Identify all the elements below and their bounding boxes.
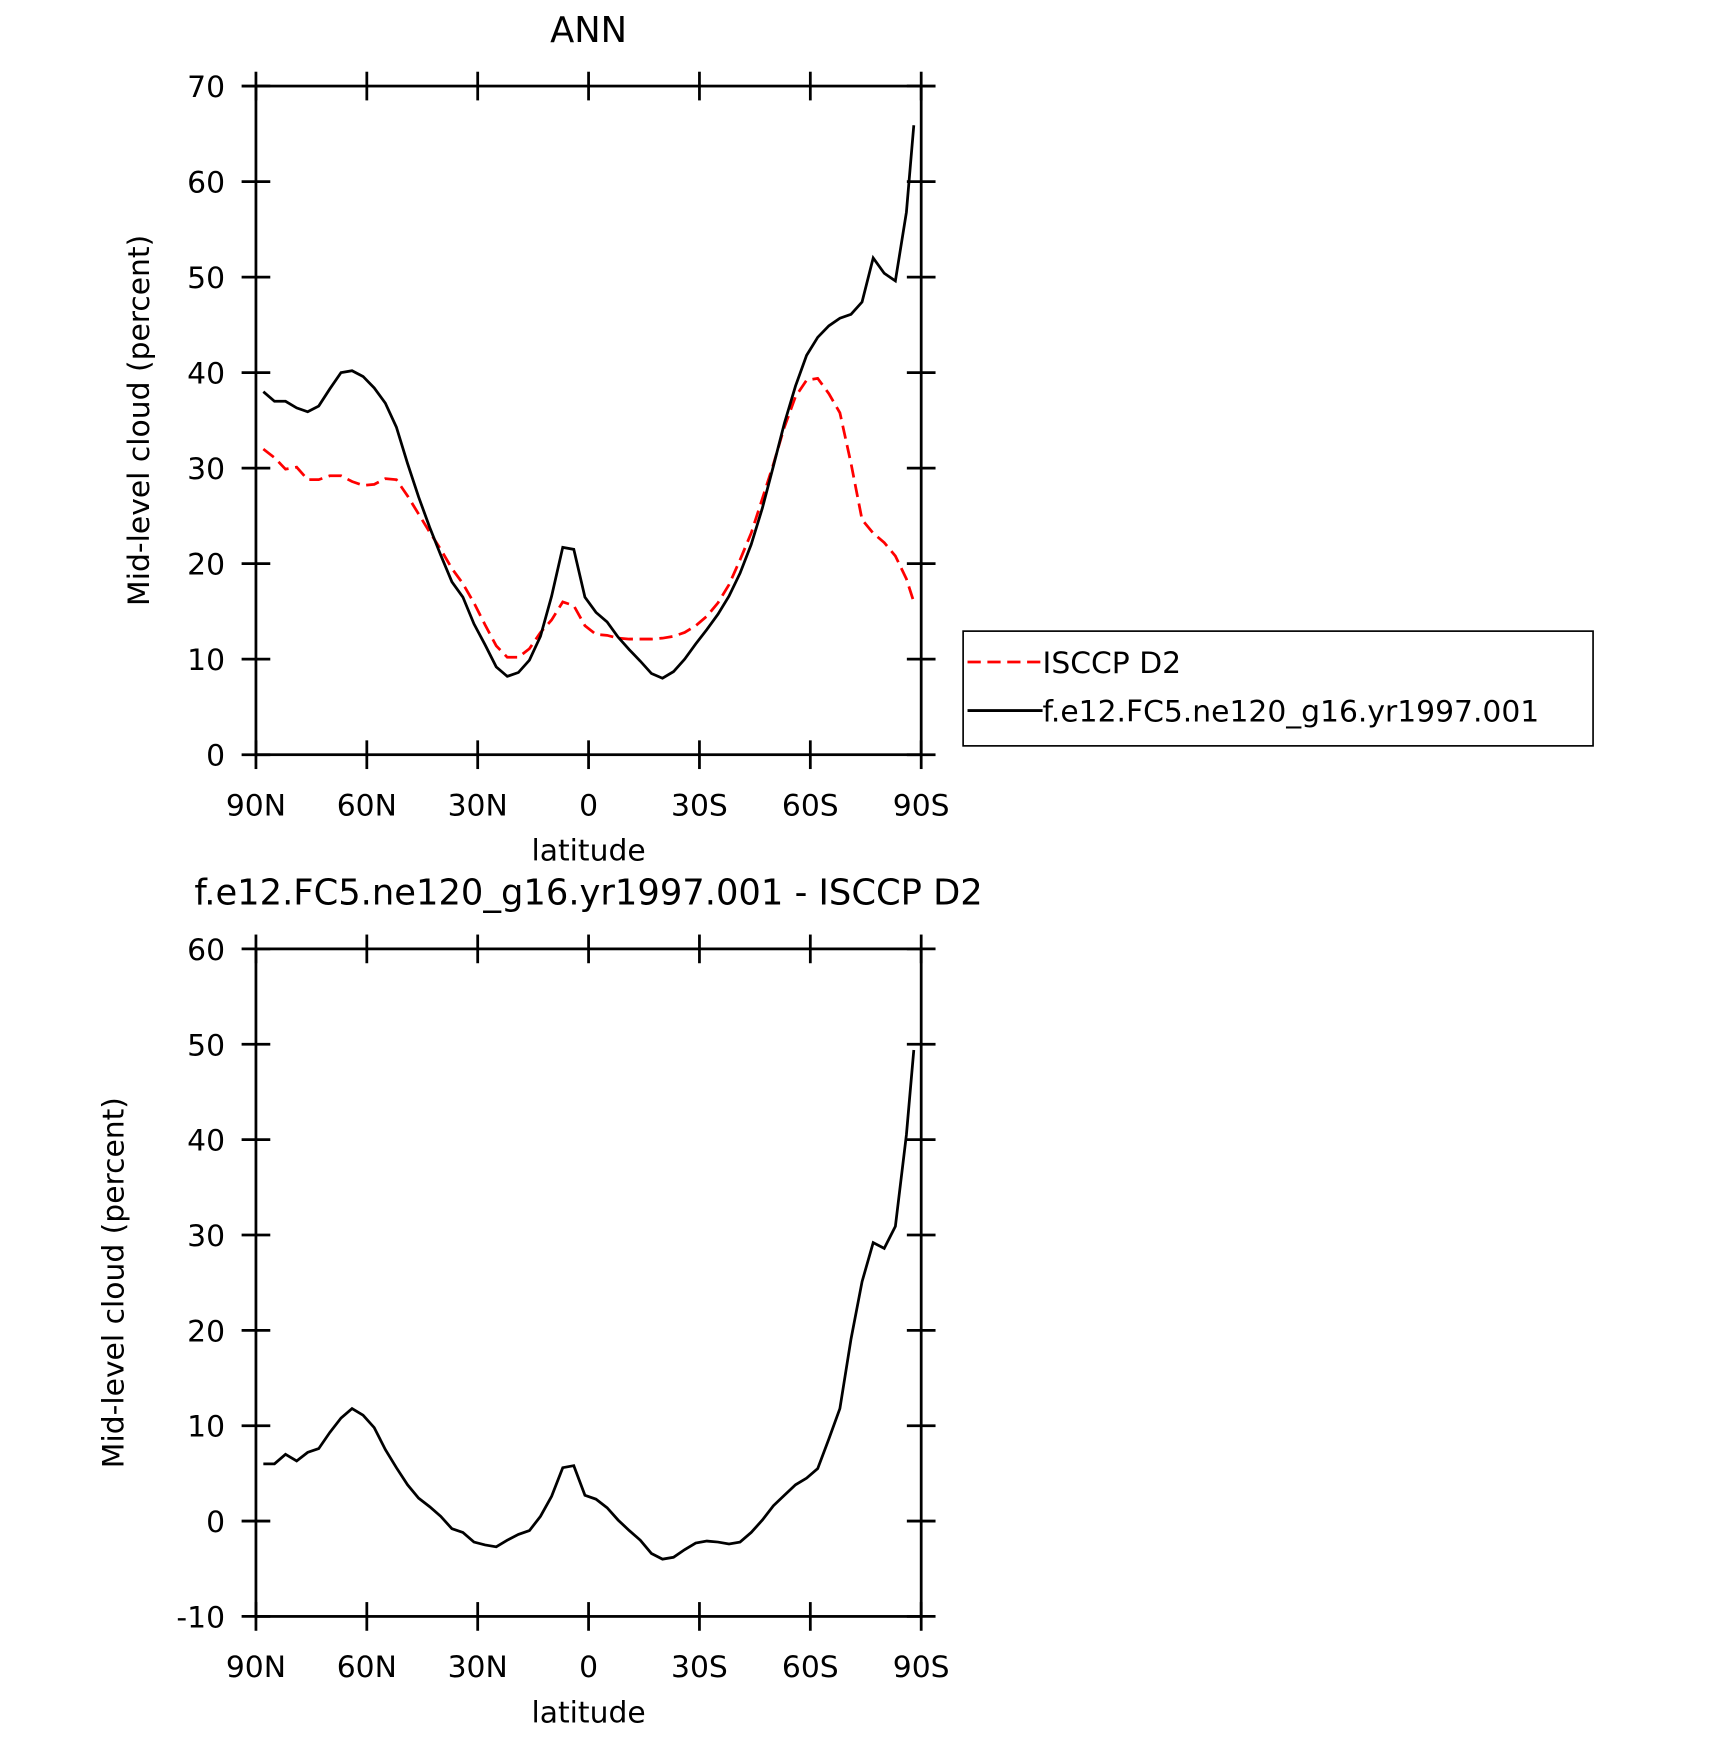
y-tick-label: -10 [176, 1600, 225, 1635]
y-tick-label: 10 [187, 1410, 225, 1445]
x-tick-label: 30N [448, 788, 508, 823]
x-tick-label: 0 [579, 1650, 598, 1685]
y-tick-label: 50 [187, 261, 225, 296]
x-axis-label: latitude [531, 834, 645, 869]
data-line [263, 1049, 916, 1561]
x-tick-label: 30S [671, 788, 728, 823]
y-tick-label: 60 [187, 933, 225, 968]
y-tick-label: 40 [187, 1124, 225, 1159]
x-tick-label: 0 [579, 788, 598, 823]
chart-title: ANN [550, 10, 627, 51]
x-tick-label: 60N [337, 788, 397, 823]
x-tick-label: 90S [893, 788, 950, 823]
y-tick-label: 20 [187, 1314, 225, 1349]
chart-title: f.e12.FC5.ne120_g16.yr1997.001 - ISCCP D… [194, 873, 982, 914]
x-axis-label: latitude [531, 1695, 645, 1730]
x-tick-label: 60S [782, 1650, 839, 1685]
y-tick-label: 30 [187, 1219, 225, 1254]
data-line [262, 125, 916, 680]
legend-label: f.e12.FC5.ne120_g16.yr1997.001 [1043, 695, 1540, 730]
y-tick-label: 50 [187, 1028, 225, 1063]
y-axis-label: Mid-level cloud (percent) [122, 235, 157, 606]
y-tick-label: 70 [187, 70, 225, 105]
x-tick-label: 30N [448, 1650, 508, 1685]
y-tick-label: 40 [187, 357, 225, 392]
data-line [262, 376, 916, 659]
y-tick-label: 60 [187, 166, 225, 201]
x-tick-label: 90S [893, 1650, 950, 1685]
x-tick-label: 90N [226, 788, 286, 823]
x-tick-label: 60S [782, 788, 839, 823]
x-tick-label: 30S [671, 1650, 728, 1685]
x-tick-label: 90N [226, 1650, 286, 1685]
x-tick-label: 60N [337, 1650, 397, 1685]
plot-frame [254, 84, 923, 757]
y-axis-label: Mid-level cloud (percent) [97, 1097, 132, 1468]
y-tick-label: 0 [206, 739, 225, 774]
y-tick-label: 20 [187, 548, 225, 583]
legend-label: ISCCP D2 [1043, 646, 1182, 681]
legend-box [962, 630, 1594, 747]
y-tick-label: 10 [187, 643, 225, 678]
plot-frame [254, 947, 923, 1618]
y-tick-label: 0 [206, 1505, 225, 1540]
y-tick-label: 30 [187, 452, 225, 487]
